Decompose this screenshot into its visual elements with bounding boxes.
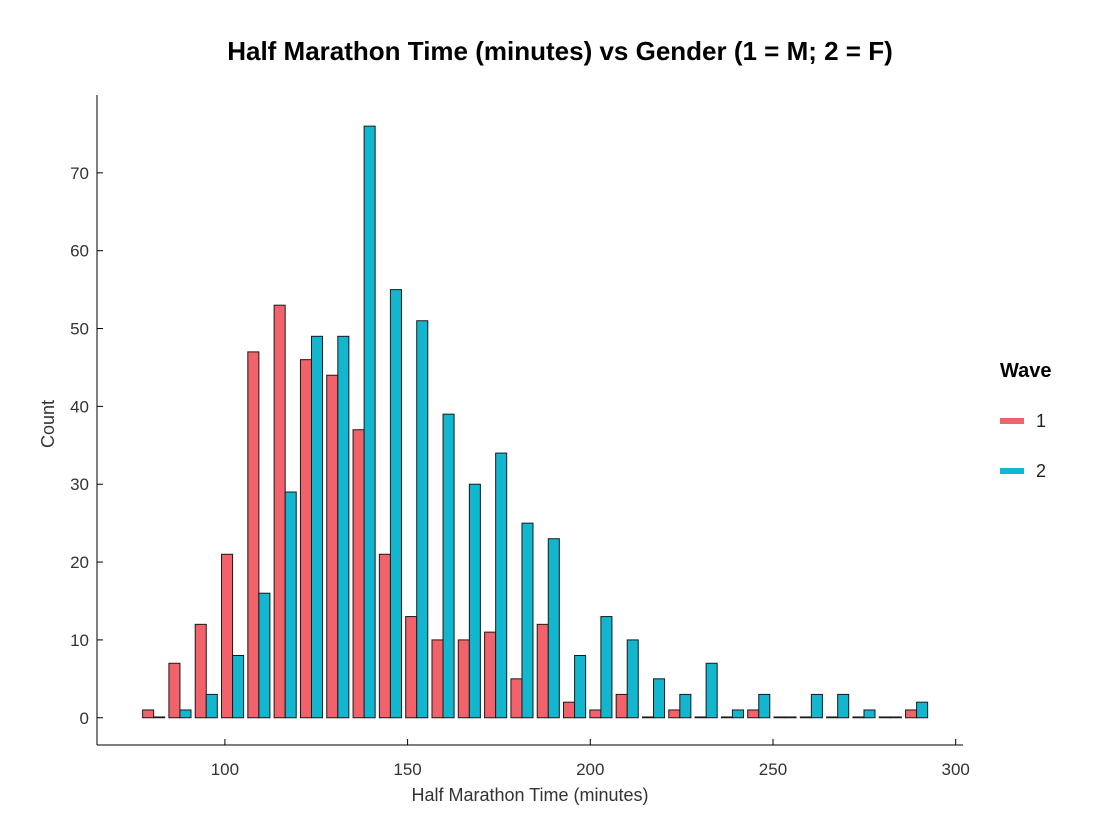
- y-tick-label-60: 60: [70, 242, 89, 261]
- legend-swatch-1: [1000, 418, 1024, 424]
- bar-series-2-bin-15: [547, 538, 560, 719]
- bar-series-2-bin-9: [389, 289, 402, 719]
- bar-series-1-bin-16: [563, 701, 576, 719]
- bar-series-2-bin-22: [731, 709, 744, 719]
- bar-series-2-bin-17: [600, 616, 613, 719]
- bar-series-1-bin-5: [273, 304, 286, 719]
- bar-series-1-bin-12: [457, 639, 470, 719]
- y-tick-label-30: 30: [70, 475, 89, 494]
- legend-label-2: 2: [1036, 461, 1047, 481]
- bar-series-2-bin-26: [837, 693, 850, 719]
- bar-series-1-bin-23: [747, 709, 760, 719]
- bar-series-2-bin-20: [679, 693, 692, 719]
- bar-series-1-bin-20: [668, 709, 681, 719]
- bar-series-1-bin-2: [194, 623, 207, 719]
- bar-series-1-bin-17: [589, 709, 602, 719]
- bar-series-1-bin-11: [431, 639, 444, 719]
- bar-series-1-bin-29: [905, 709, 918, 719]
- y-tick-label-0: 0: [80, 709, 89, 728]
- legend-swatch-2: [1000, 468, 1024, 474]
- bar-series-2-bin-21: [705, 662, 718, 719]
- bar-series-2-bin-11: [442, 413, 455, 719]
- bar-series-1-bin-26: [826, 716, 839, 719]
- bar-series-1-bin-21: [694, 716, 707, 719]
- bar-series-1-bin-7: [326, 374, 339, 719]
- y-tick-label-40: 40: [70, 397, 89, 416]
- bar-series-2-bin-10: [416, 320, 429, 719]
- bar-series-1-bin-1: [168, 662, 181, 719]
- bar-series-2-bin-2: [205, 693, 218, 719]
- axes-layer: 0 10 20 30 40 50 60 70 100 150 200 250 300: [70, 95, 970, 779]
- x-axis-label: Half Marathon Time (minutes): [411, 785, 648, 805]
- bar-series-2-bin-14: [521, 522, 534, 719]
- bar-series-2-bin-6: [310, 335, 324, 719]
- bar-series-1-bin-19: [641, 716, 655, 719]
- bar-series-2-bin-16: [574, 654, 587, 719]
- bar-series-2-bin-27: [863, 709, 876, 719]
- bar-series-1-bin-6: [299, 359, 312, 719]
- bar-series-1-bin-9: [378, 553, 391, 719]
- bar-series-2-bin-0: [153, 716, 166, 719]
- bar-series-1-bin-22: [720, 716, 733, 719]
- bar-series-1-bin-15: [536, 623, 549, 719]
- bar-series-2-bin-4: [258, 592, 271, 719]
- bar-series-2-bin-5: [284, 491, 297, 719]
- bar-series-1-bin-10: [405, 616, 418, 719]
- y-tick-label-50: 50: [70, 320, 89, 339]
- bar-series-1-bin-13: [484, 631, 497, 719]
- bar-series-1-bin-25: [799, 716, 812, 719]
- bar-series-2-bin-24: [784, 716, 797, 719]
- bar-series-2-bin-13: [495, 452, 508, 719]
- bar-series-1-bin-0: [142, 709, 155, 719]
- x-tick-label-150: 150: [393, 760, 421, 779]
- chart-title: Half Marathon Time (minutes) vs Gender (…: [227, 36, 893, 66]
- y-tick-label-20: 20: [70, 553, 89, 572]
- y-tick-label-70: 70: [70, 164, 89, 183]
- x-tick-label-300: 300: [942, 760, 970, 779]
- bar-series-2-bin-29: [916, 701, 929, 719]
- bar-series-2-bin-3: [232, 654, 245, 719]
- x-tick-label-100: 100: [211, 760, 239, 779]
- x-tick-label-200: 200: [576, 760, 604, 779]
- bar-series-1-bin-18: [615, 693, 628, 719]
- bar-series-1-bin-4: [247, 351, 260, 719]
- bar-series-2-bin-7: [337, 335, 350, 719]
- bar-series-2-bin-28: [889, 716, 902, 719]
- legend-title: Wave: [1000, 360, 1052, 382]
- bar-series-1-bin-14: [510, 678, 523, 719]
- bar-series-1-bin-3: [221, 553, 234, 719]
- bar-series-2-bin-19: [653, 678, 666, 719]
- legend-label-1: 1: [1036, 411, 1047, 431]
- bar-series-2-bin-18: [626, 639, 639, 719]
- y-tick-label-10: 10: [70, 631, 89, 650]
- bar-series-1-bin-27: [852, 716, 865, 719]
- bar-series-1-bin-28: [878, 716, 891, 719]
- bar-series-2-bin-8: [363, 125, 376, 719]
- bar-series-1-bin-8: [352, 429, 365, 719]
- x-tick-label-250: 250: [759, 760, 787, 779]
- bar-series-2-bin-25: [810, 693, 823, 719]
- bar-series-2-bin-12: [468, 483, 481, 719]
- bar-series-2-bin-1: [179, 709, 192, 719]
- bars-layer: [142, 125, 929, 719]
- y-axis-label: Count: [38, 400, 58, 448]
- bar-series-2-bin-23: [758, 693, 771, 719]
- bar-series-1-bin-24: [773, 716, 786, 719]
